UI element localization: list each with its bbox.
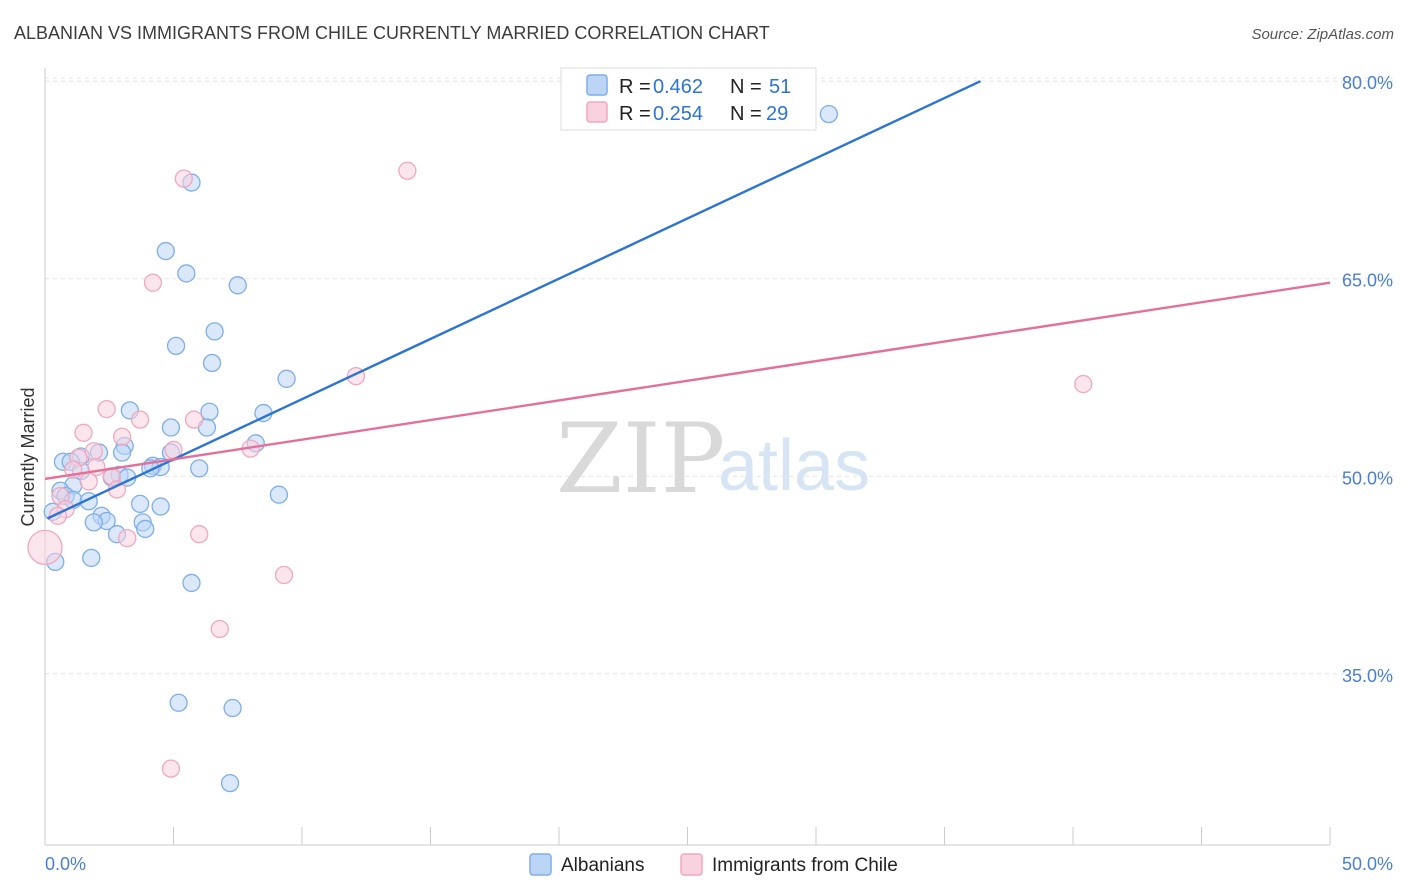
legend-swatch-chile <box>680 853 703 876</box>
data-point <box>819 104 838 124</box>
data-point <box>118 529 137 548</box>
data-point <box>136 519 155 539</box>
series-legend: Albanians Immigrants from Chile <box>529 853 898 876</box>
legend-label-chile: Immigrants from Chile <box>712 855 898 876</box>
data-point <box>161 759 181 778</box>
y-axis-title: Currently Married <box>18 387 38 526</box>
y-tick-label: 35.0% <box>1342 666 1393 686</box>
legend-label-albanians: Albanians <box>561 855 644 876</box>
watermark: ZIP atlas <box>556 403 870 515</box>
data-point <box>97 399 116 419</box>
y-tick-label: 80.0% <box>1342 73 1393 93</box>
data-point <box>228 276 247 295</box>
data-points <box>27 104 1093 793</box>
data-point <box>1074 374 1093 394</box>
data-point <box>74 423 93 442</box>
y-tick-labels: 35.0% 50.0% 65.0% 80.0% <box>1342 73 1393 686</box>
y-tick-label: 50.0% <box>1342 468 1393 488</box>
data-point <box>174 169 193 188</box>
data-point <box>82 548 101 568</box>
data-point <box>190 459 209 478</box>
chart-source: Source: ZipAtlas.com <box>1251 26 1394 43</box>
stats-legend-r-label-chile: R = <box>619 103 651 125</box>
data-point <box>130 494 150 514</box>
data-point <box>274 565 294 585</box>
stats-legend-swatch-chile <box>586 101 608 123</box>
data-point <box>151 497 170 516</box>
data-point <box>169 693 188 712</box>
stats-legend-n-value-albanians: 51 <box>769 76 791 98</box>
stats-legend-swatch-albanians <box>586 74 608 96</box>
watermark-zip: ZIP <box>556 403 725 515</box>
data-point <box>27 529 63 566</box>
trend-line-albanians <box>47 80 981 520</box>
data-point <box>277 369 296 388</box>
data-point <box>223 698 242 718</box>
data-point <box>200 402 219 421</box>
stats-legend: R = 0.462 N = 51 R = 0.254 N = 29 <box>560 67 817 131</box>
data-point <box>177 264 196 283</box>
data-point <box>220 773 240 793</box>
data-point <box>210 619 229 639</box>
stats-legend-n-label-chile: N = <box>730 103 762 125</box>
trend-line-chile <box>44 281 1331 481</box>
data-point <box>202 353 222 373</box>
data-point <box>112 443 132 462</box>
trend-lines <box>44 80 1331 520</box>
data-point <box>398 161 417 180</box>
axes <box>44 68 1331 846</box>
data-point <box>166 336 186 356</box>
stats-legend-r-label-albanians: R = <box>619 76 651 98</box>
data-point <box>184 410 204 429</box>
data-point <box>269 485 289 504</box>
data-point <box>79 472 98 491</box>
y-tick-label: 65.0% <box>1342 271 1393 291</box>
x-tick-label-min: 0.0% <box>45 854 86 874</box>
data-point <box>190 525 209 544</box>
data-point <box>161 418 181 437</box>
stats-legend-n-label-albanians: N = <box>730 76 762 98</box>
legend-swatch-albanians <box>529 853 552 876</box>
data-point <box>112 427 132 446</box>
stats-legend-r-value-chile: 0.254 <box>653 103 703 125</box>
data-point <box>84 442 103 461</box>
series-chile <box>27 161 1093 778</box>
data-point <box>130 410 150 429</box>
data-point <box>84 513 103 532</box>
data-point <box>205 322 224 341</box>
data-point <box>182 573 201 593</box>
watermark-atlas: atlas <box>718 426 870 506</box>
stats-legend-r-value-albanians: 0.462 <box>653 76 703 98</box>
data-point <box>143 273 163 292</box>
stats-legend-n-value-chile: 29 <box>766 103 788 125</box>
chart-title: ALBANIAN VS IMMIGRANTS FROM CHILE CURREN… <box>14 23 770 43</box>
x-tick-label-max: 50.0% <box>1342 854 1393 874</box>
data-point <box>156 241 175 261</box>
